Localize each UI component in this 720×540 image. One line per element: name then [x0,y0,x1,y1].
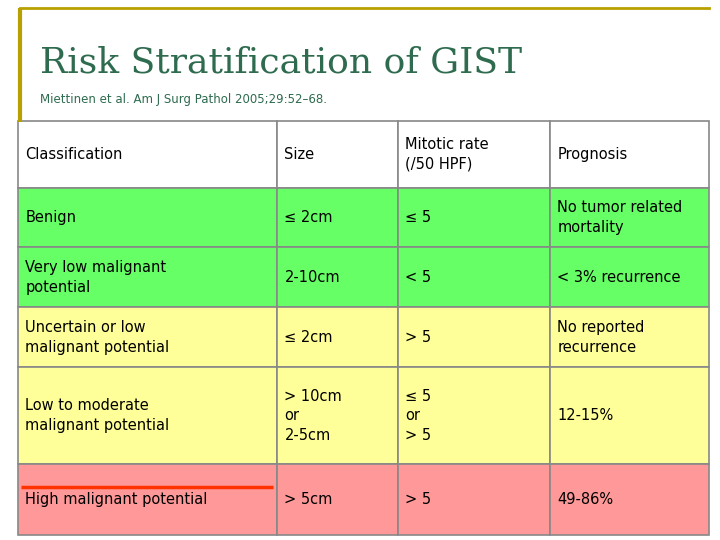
Text: < 3% recurrence: < 3% recurrence [557,270,681,285]
Bar [18,307,277,367]
Bar [18,367,277,464]
Text: 12-15%: 12-15% [557,408,613,423]
Bar [18,247,277,307]
Text: Classification: Classification [25,147,122,162]
Text: No reported
recurrence: No reported recurrence [557,320,645,355]
Text: > 5: > 5 [405,492,431,507]
Bar [550,187,709,247]
Bar [550,122,709,187]
Bar [550,464,709,535]
Bar [18,187,277,247]
Text: Size: Size [284,147,315,162]
Text: Mitotic rate
(/50 HPF): Mitotic rate (/50 HPF) [405,137,489,172]
Text: High malignant potential: High malignant potential [25,492,207,507]
Text: > 10cm
or
2-5cm: > 10cm or 2-5cm [284,389,342,443]
Bar [398,247,550,307]
Bar [18,464,277,535]
Text: ≤ 2cm: ≤ 2cm [284,210,333,225]
Text: > 5: > 5 [405,330,431,345]
Text: > 5cm: > 5cm [284,492,333,507]
Bar [550,247,709,307]
Bar [398,307,550,367]
Bar [398,187,550,247]
Text: ≤ 2cm: ≤ 2cm [284,330,333,345]
Text: Low to moderate
malignant potential: Low to moderate malignant potential [25,399,169,433]
Text: 2-10cm: 2-10cm [284,270,340,285]
Bar [398,367,550,464]
Text: No tumor related
mortality: No tumor related mortality [557,200,683,235]
Bar [398,464,550,535]
Text: Risk Stratification of GIST: Risk Stratification of GIST [40,45,522,79]
Text: Prognosis: Prognosis [557,147,628,162]
Bar [550,307,709,367]
Text: ≤ 5: ≤ 5 [405,210,431,225]
Text: Very low malignant
potential: Very low malignant potential [25,260,166,295]
Text: Benign: Benign [25,210,76,225]
Text: Uncertain or low
malignant potential: Uncertain or low malignant potential [25,320,169,355]
Bar [277,122,398,187]
Bar [277,307,398,367]
Bar [18,122,277,187]
Bar [550,367,709,464]
Bar [277,464,398,535]
Text: ≤ 5
or
> 5: ≤ 5 or > 5 [405,389,431,443]
Bar [277,187,398,247]
Text: Miettinen et al. Am J Surg Pathol 2005;29:52–68.: Miettinen et al. Am J Surg Pathol 2005;2… [40,93,327,106]
Bar [277,367,398,464]
Bar [398,122,550,187]
Bar [277,247,398,307]
Text: < 5: < 5 [405,270,431,285]
Text: 49-86%: 49-86% [557,492,613,507]
